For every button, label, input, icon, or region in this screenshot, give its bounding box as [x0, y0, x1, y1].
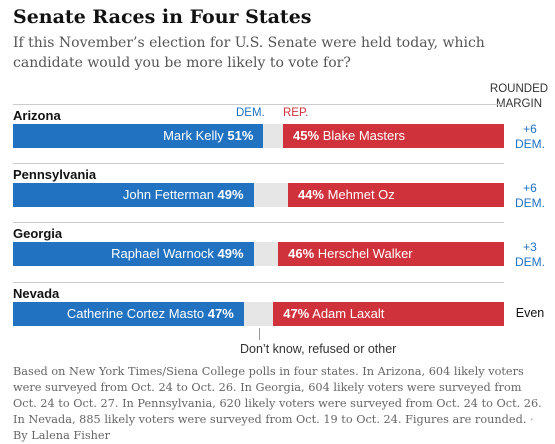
- margin-label: +3 DEM.: [508, 240, 552, 270]
- rep-candidate-name: Herschel Walker: [314, 246, 413, 261]
- margin-label: Even: [515, 306, 545, 320]
- chart-title: Senate Races in Four States: [13, 6, 312, 28]
- rep-bar: [273, 302, 504, 326]
- source-note: Based on New York Times/Siena College po…: [13, 364, 548, 444]
- margin-column-header: ROUNDED MARGIN: [488, 82, 550, 112]
- state-label: Arizona: [13, 108, 61, 123]
- margin-value: +6: [523, 122, 537, 136]
- other-bar: [243, 302, 274, 326]
- dem-bar-label: Mark Kelly 51%: [13, 124, 253, 148]
- rep-value-label: 44%: [297, 187, 324, 202]
- margin-party: DEM.: [515, 196, 545, 210]
- row-divider: [13, 282, 504, 283]
- other-bar: [253, 183, 288, 207]
- rep-candidate-name: Mehmet Oz: [323, 187, 395, 202]
- dem-column-header: DEM.: [236, 107, 265, 119]
- rep-candidate-name: Adam Laxalt: [309, 306, 385, 321]
- dem-bar-label: Raphael Warnock 49%: [13, 242, 244, 266]
- dem-value-label: 49%: [217, 246, 244, 261]
- margin-party: DEM.: [515, 255, 545, 269]
- rep-bar: [283, 124, 504, 148]
- state-label: Georgia: [13, 226, 63, 241]
- rep-value-label: 46%: [288, 246, 315, 261]
- rep-bar-label: 46% Herschel Walker: [288, 242, 502, 266]
- source-note-text: Based on New York Times/Siena College po…: [13, 365, 542, 426]
- state-label: Nevada: [13, 286, 60, 301]
- rep-value-label: 47%: [283, 306, 310, 321]
- dem-bar: [13, 183, 254, 207]
- row-divider: [13, 104, 504, 105]
- margin-label: +6 DEM.: [508, 181, 552, 211]
- margin-label: +6 DEM.: [508, 122, 552, 152]
- dem-bar-label: John Fetterman 49%: [13, 183, 244, 207]
- rep-column-header: REP.: [283, 107, 309, 119]
- rep-bar: [287, 183, 504, 207]
- other-label: Don’t know, refused or other: [240, 342, 397, 356]
- rep-bar: [278, 242, 504, 266]
- rep-bar-label: 47% Adam Laxalt: [283, 302, 502, 326]
- dem-value-label: 51%: [227, 128, 254, 143]
- chart-subtitle: If this November’s election for U.S. Sen…: [13, 35, 485, 71]
- rep-bar-label: 44% Mehmet Oz: [298, 183, 502, 207]
- dem-candidate-name: John Fetterman: [122, 187, 218, 202]
- rep-bar-label: 45% Blake Masters: [293, 124, 502, 148]
- byline-separator: ·: [530, 413, 534, 426]
- dem-bar-label: Catherine Cortez Masto 47%: [13, 302, 234, 326]
- other-bar: [253, 242, 279, 266]
- rep-value-label: 45%: [293, 128, 320, 143]
- margin-header-line2: MARGIN: [496, 98, 542, 110]
- margin-party: DEM.: [515, 137, 545, 151]
- dem-bar: [13, 302, 244, 326]
- other-leader-line: [259, 328, 260, 340]
- state-label: Pennsylvania: [13, 167, 97, 182]
- margin-value: +6: [523, 181, 537, 195]
- dem-candidate-name: Raphael Warnock: [111, 246, 218, 261]
- row-divider: [13, 163, 504, 164]
- rep-candidate-name: Blake Masters: [319, 128, 406, 143]
- row-divider: [13, 222, 504, 223]
- margin-header-line1: ROUNDED: [489, 83, 549, 95]
- other-bar: [263, 124, 284, 148]
- margin-value: +3: [523, 240, 537, 254]
- dem-bar: [13, 124, 264, 148]
- dem-candidate-name: Mark Kelly: [163, 128, 228, 143]
- dem-candidate-name: Catherine Cortez Masto: [66, 306, 208, 321]
- dem-value-label: 49%: [217, 187, 244, 202]
- dem-value-label: 47%: [207, 306, 234, 321]
- dem-bar: [13, 242, 254, 266]
